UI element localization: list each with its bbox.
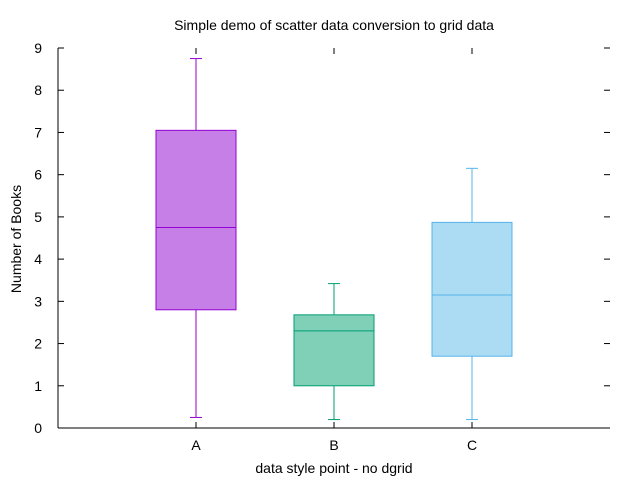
boxes	[155, 58, 513, 421]
x-axis-title: data style point - no dgrid	[255, 460, 412, 476]
y-axis-title: Number of Books	[8, 185, 24, 293]
y-tick-label: 3	[34, 293, 42, 309]
x-tick-label: C	[467, 437, 477, 453]
y-tick-label: 2	[34, 336, 42, 352]
y-tick-label: 7	[34, 124, 42, 140]
box-c	[431, 167, 513, 421]
y-axis-ticks: 0 1 2 3 4 5 6 7 8 9	[34, 40, 610, 436]
x-tick-label: B	[329, 437, 338, 453]
x-axis-ticks: A B C	[191, 48, 477, 453]
y-tick-label: 0	[34, 420, 42, 436]
y-tick-label: 1	[34, 378, 42, 394]
box-body	[155, 129, 237, 311]
chart-title: Simple demo of scatter data conversion t…	[174, 17, 494, 33]
box-body	[293, 314, 375, 387]
y-tick-label: 6	[34, 167, 42, 183]
box-a	[155, 58, 237, 418]
y-tick-label: 4	[34, 251, 42, 267]
x-tick-label: A	[191, 437, 201, 453]
box-body	[431, 221, 513, 357]
y-tick-label: 8	[34, 82, 42, 98]
y-tick-label: 5	[34, 209, 42, 225]
y-tick-label: 9	[34, 40, 42, 56]
box-b	[293, 283, 375, 421]
